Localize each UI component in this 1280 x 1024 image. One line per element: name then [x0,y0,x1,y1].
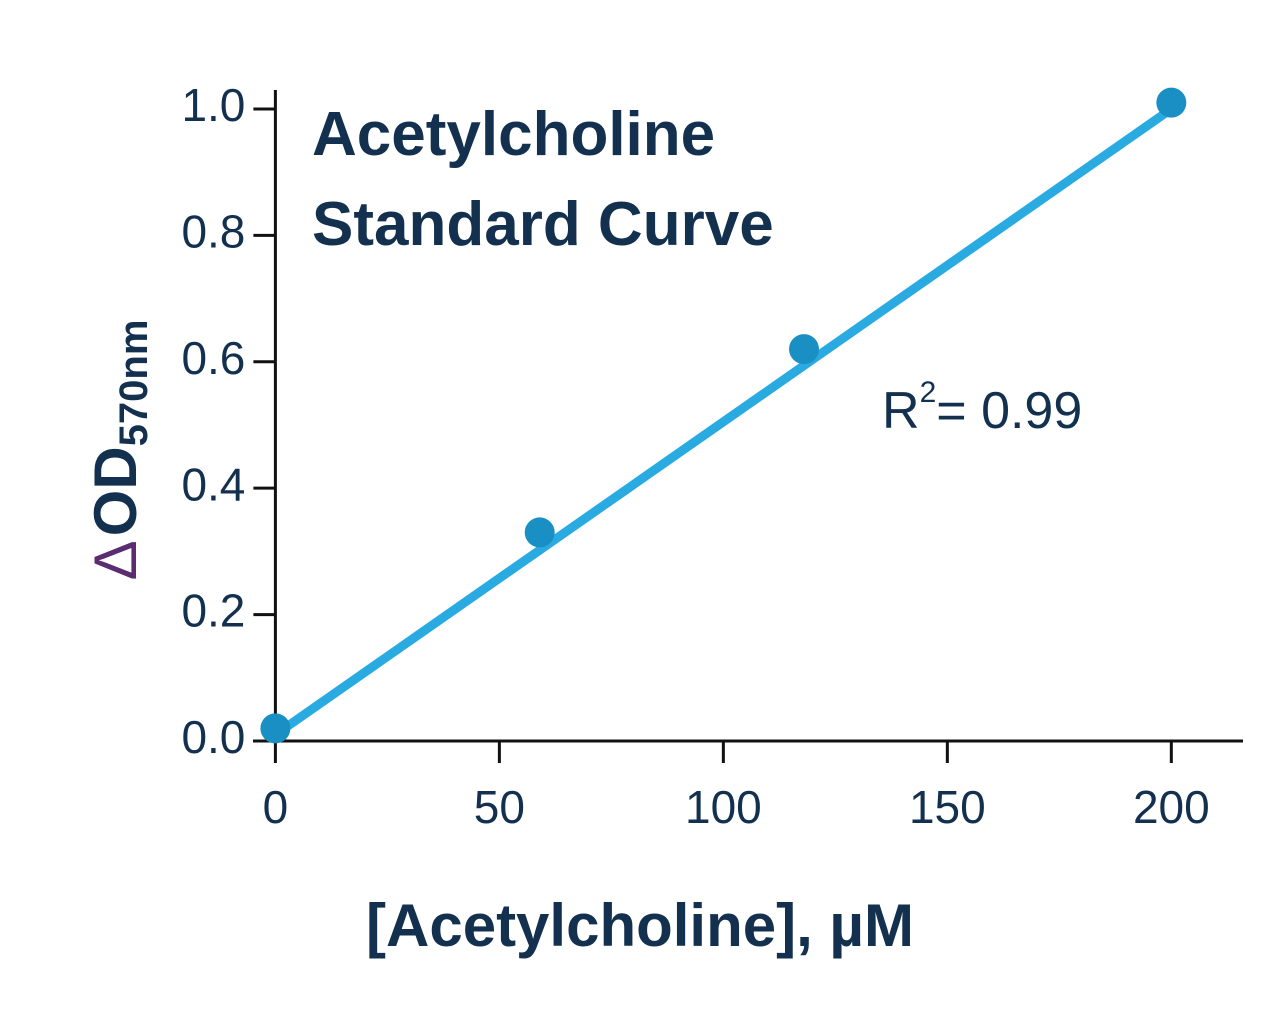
y-label-delta: Δ [82,540,149,580]
y-axis-label: ΔOD570nm [82,320,156,581]
y-label-main: OD [82,446,149,536]
data-point [788,334,819,365]
x-tick-label: 100 [685,781,762,833]
y-tick-label: 0.6 [181,332,245,384]
fit-line [272,105,1174,739]
x-tick-label: 0 [263,781,289,833]
annotation-r: R [882,382,920,440]
annotation: R2= 0.99 [882,376,1082,440]
data-point [260,713,291,744]
y-tick-label: 0.2 [181,585,245,637]
y-tick-label: 0.8 [181,206,245,258]
y-tick-label: 1.0 [181,79,245,131]
x-tick-label: 150 [909,781,986,833]
annotation-value: = 0.99 [936,382,1082,440]
annotation-sup: 2 [920,376,937,409]
y-tick-label: 0.0 [181,711,245,763]
x-axis-label: [Acetylcholine], µM [366,892,914,959]
chart-title: Standard Curve [312,190,774,259]
data-point [524,517,555,548]
y-label-sub: 570nm [112,320,156,447]
data-point [1156,87,1187,118]
x-tick-label: 50 [474,781,525,833]
y-tick-label: 0.4 [181,458,245,510]
chart-title: Acetylcholine [312,100,715,169]
x-tick-label: 200 [1133,781,1210,833]
